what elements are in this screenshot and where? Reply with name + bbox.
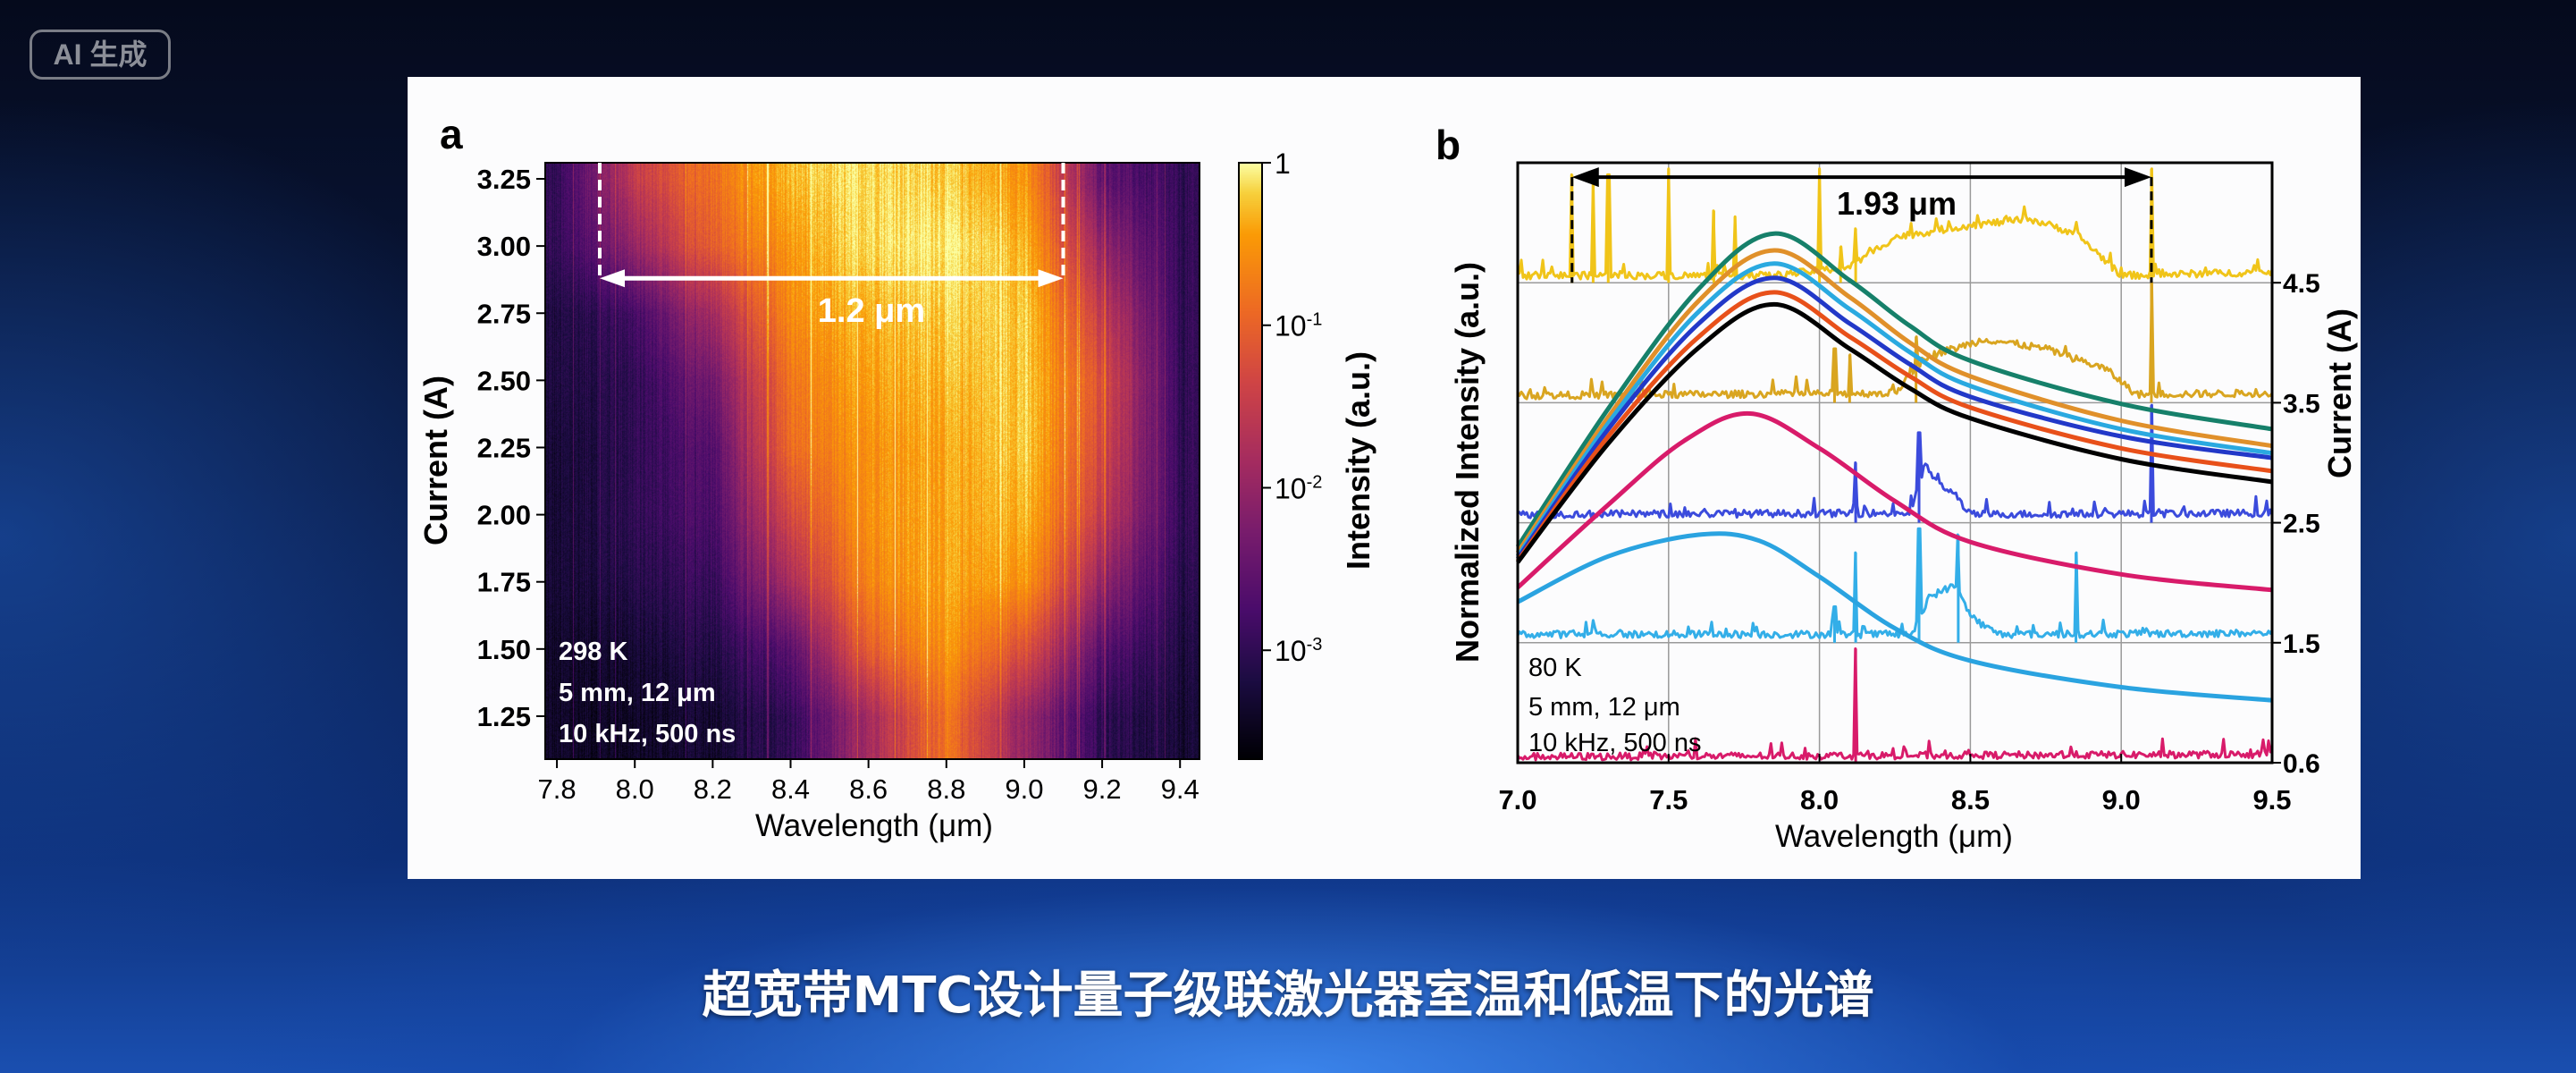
b-span-arrowhead-left xyxy=(1571,167,1599,188)
b-condition-temp: 80 K xyxy=(1528,654,1582,682)
b-x-tick-label: 9.5 xyxy=(2252,784,2291,815)
b-y2-tick-label: 1.5 xyxy=(2283,629,2320,659)
a-x-tick-label: 8.2 xyxy=(694,773,732,805)
a-x-tick-label: 9.4 xyxy=(1161,773,1200,805)
a-y-tick-label: 1.75 xyxy=(477,567,531,598)
a-y-tick-label: 3.00 xyxy=(477,231,531,262)
a-y-tick-label: 1.50 xyxy=(477,634,531,665)
spectrum-curve-6 xyxy=(1516,301,2273,564)
spectrum-curve-3 xyxy=(1515,261,2273,558)
panel-b: 7.0 7.5 8.0 8.5 9.0 9.5 4.5 3.5 2.5 1.5 0.6 xyxy=(1498,161,2320,815)
colorbar-frame xyxy=(1238,162,1263,760)
b-plot-frame xyxy=(1516,161,2274,765)
a-y-tick-label: 2.25 xyxy=(477,432,531,463)
b-span-arrowhead-right xyxy=(2124,167,2151,188)
b-y-axis-label: Normalized Intensity (a.u.) xyxy=(1449,262,1486,663)
heatmap-image xyxy=(545,163,1200,759)
colorbar-tick-label: 1 xyxy=(1275,148,1291,180)
b-x-tick-label: 7.5 xyxy=(1649,784,1688,815)
a-y-tick-label: 3.25 xyxy=(477,164,531,195)
colorbar-tick-label: 10-2 xyxy=(1275,472,1322,504)
colorbar-label: Intensity (a.u.) xyxy=(1340,351,1376,570)
a-x-tick-label: 8.4 xyxy=(771,773,810,805)
b-y2-tick-label: 3.5 xyxy=(2283,389,2320,418)
a-x-tick-label: 8.6 xyxy=(849,773,888,805)
a-x-tick-label: 8.0 xyxy=(616,773,654,805)
a-x-tick-label: 8.8 xyxy=(927,773,965,805)
spectrum-curve-2 xyxy=(1515,248,2273,554)
a-x-tick-label: 9.0 xyxy=(1005,773,1043,805)
spectrum-curve-1 xyxy=(1515,231,2273,548)
b-x-tick-label: 7.0 xyxy=(1498,784,1536,815)
panel-label-b: b xyxy=(1435,122,1461,168)
a-span-arrowhead-left xyxy=(600,269,625,288)
panel-label-a: a xyxy=(440,111,463,157)
b-x-tick-label: 9.0 xyxy=(2102,784,2141,815)
caption: 超宽带MTC设计量子级联激光器室温和低温下的光谱 xyxy=(702,967,1874,1025)
b-x-axis-label: Wavelength (μm) xyxy=(1775,819,2013,854)
current-trace-4_5 xyxy=(1517,167,2274,281)
colorbar-tick-label: 10-3 xyxy=(1275,635,1322,667)
a-y-axis-label: Current (A) xyxy=(417,376,454,545)
b-condition-geometry: 5 mm, 12 μm xyxy=(1528,693,1680,722)
a-y-tick-label: 2.00 xyxy=(477,500,531,531)
current-trace-2_5 xyxy=(1517,403,2274,520)
b-y2-tick-label: 4.5 xyxy=(2283,269,2320,299)
b-condition-pulse: 10 kHz, 500 ns xyxy=(1528,729,1701,757)
b-y2-axis-label: Current (A) xyxy=(2321,308,2358,478)
a-condition-geometry: 5 mm, 12 μm xyxy=(559,679,716,707)
b-x-tick-label: 8.5 xyxy=(1951,784,1990,815)
b-span-label: 1.93 μm xyxy=(1837,185,1957,222)
a-y-tick-label: 2.50 xyxy=(477,365,531,396)
current-trace-1_5 xyxy=(1516,527,2274,639)
a-y-tick-label: 1.25 xyxy=(477,701,531,732)
b-y2-tick-label: 0.6 xyxy=(2283,749,2320,779)
spectrum-curve-4 xyxy=(1515,275,2273,561)
heatmap-frame xyxy=(544,162,1200,760)
a-x-axis-label: Wavelength (μm) xyxy=(755,808,993,843)
spectrum-curve-8 xyxy=(1516,531,2273,703)
a-x-tick-label: 7.8 xyxy=(538,773,577,805)
a-x-tick-label: 9.2 xyxy=(1083,773,1122,805)
a-y-tick-label: 2.75 xyxy=(477,298,531,329)
b-y2-tick-label: 2.5 xyxy=(2283,510,2320,539)
a-condition-temp: 298 K xyxy=(559,638,627,666)
colorbar xyxy=(1239,163,1262,759)
panel-a: 7.8 8.0 8.2 8.4 8.6 8.8 9.0 9.2 9.4 1.25 1.50 1.75 2… xyxy=(477,148,1323,805)
current-trace-0_6 xyxy=(1516,647,2273,762)
ai-generated-badge: AI 生成 xyxy=(29,30,171,80)
a-condition-pulse: 10 kHz, 500 ns xyxy=(559,720,736,748)
spectrum-curve-5 xyxy=(1515,290,2273,563)
colorbar-tick-label: 10-1 xyxy=(1275,310,1322,342)
spectrum-curve-7 xyxy=(1516,410,2273,593)
b-x-tick-label: 8.0 xyxy=(1800,784,1839,815)
a-span-label: 1.2 μm xyxy=(818,292,925,330)
a-span-arrowhead-right xyxy=(1038,269,1064,288)
